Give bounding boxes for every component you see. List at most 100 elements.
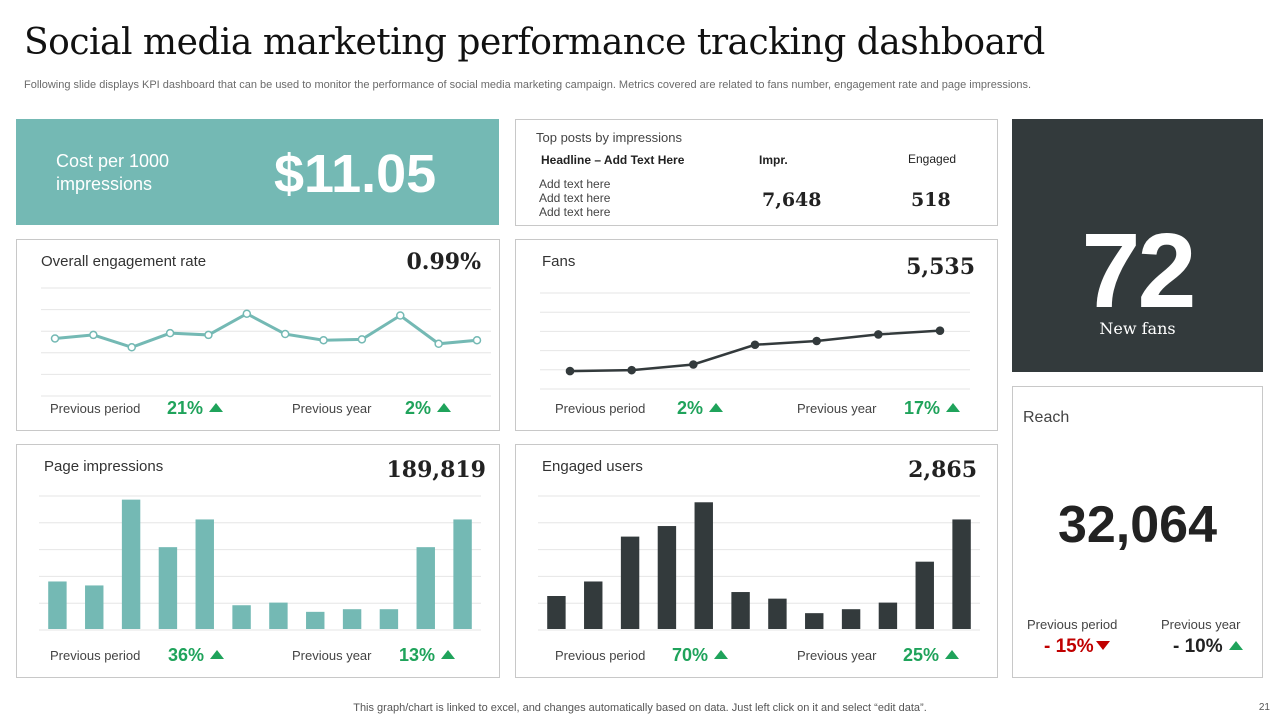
bar bbox=[731, 592, 750, 629]
engaged-users-prev-year-value: 25% bbox=[903, 645, 960, 666]
fans-card: Fans 5,535 Previous period 2% Previous y… bbox=[515, 239, 998, 431]
reach-prev-period-text: - 15% bbox=[1044, 636, 1094, 657]
up-arrow-icon bbox=[209, 403, 224, 412]
reach-prev-year-text: - 10% bbox=[1173, 636, 1223, 657]
bar bbox=[306, 611, 325, 629]
engagement-title: Overall engagement rate bbox=[41, 253, 207, 270]
page-impressions-card: Page impressions 189,819 Previous period… bbox=[16, 444, 500, 678]
engaged-users-prev-year-label: Previous year bbox=[797, 648, 877, 663]
up-arrow-icon bbox=[945, 650, 960, 659]
fans-prev-year-label: Previous year bbox=[797, 401, 877, 416]
bar bbox=[952, 519, 971, 629]
data-point bbox=[242, 309, 252, 318]
engaged-users-value: 2,865 bbox=[908, 457, 977, 483]
bar bbox=[48, 581, 67, 629]
top-posts-impr-value: 7,648 bbox=[762, 189, 822, 211]
data-point bbox=[127, 343, 136, 352]
bar bbox=[85, 585, 104, 629]
up-arrow-icon bbox=[210, 650, 225, 659]
bar bbox=[269, 602, 288, 629]
page-impressions-prev-period-text: 36% bbox=[168, 645, 205, 665]
top-posts-engaged-header: Engaged bbox=[908, 152, 957, 166]
fans-title: Fans bbox=[542, 253, 576, 270]
bar bbox=[379, 609, 399, 629]
up-arrow-icon bbox=[441, 650, 456, 659]
data-point bbox=[874, 330, 883, 339]
data-point bbox=[750, 340, 760, 350]
bar bbox=[841, 609, 861, 629]
fans-prev-year-value: 17% bbox=[904, 398, 961, 419]
data-point bbox=[434, 339, 443, 349]
page-impressions-prev-period-value: 36% bbox=[168, 645, 225, 666]
top-posts-row: Add text here bbox=[539, 177, 611, 191]
page-impressions-prev-year-value: 13% bbox=[399, 645, 456, 666]
engagement-prev-year-value: 2% bbox=[405, 398, 452, 419]
data-point bbox=[280, 329, 290, 339]
bar bbox=[584, 581, 603, 629]
page-impressions-bar-chart[interactable] bbox=[39, 495, 481, 631]
engagement-line-chart[interactable] bbox=[41, 287, 491, 397]
data-point bbox=[204, 330, 213, 340]
engagement-card: Overall engagement rate 0.99% Previous p… bbox=[16, 239, 500, 431]
engagement-value: 0.99% bbox=[406, 249, 482, 275]
data-point bbox=[689, 360, 698, 369]
data-point bbox=[319, 335, 328, 345]
bar bbox=[694, 502, 713, 629]
top-posts-title: Top posts by impressions bbox=[536, 130, 682, 145]
reach-prev-year-value: - 10% bbox=[1173, 636, 1243, 658]
bar bbox=[768, 598, 787, 629]
up-arrow-icon bbox=[946, 403, 961, 412]
new-fans-value: 72 bbox=[1081, 212, 1197, 330]
engagement-prev-year-label: Previous year bbox=[292, 401, 372, 416]
bar bbox=[158, 547, 178, 629]
page-subtitle: Following slide displays KPI dashboard t… bbox=[24, 79, 1032, 91]
fans-prev-period-value: 2% bbox=[677, 398, 724, 419]
top-posts-row: Add text here bbox=[539, 205, 611, 219]
page-impressions-value: 189,819 bbox=[386, 457, 486, 483]
bar bbox=[878, 602, 898, 629]
engaged-users-prev-period-text: 70% bbox=[672, 645, 709, 665]
cpm-label: Cost per 1000 impressions bbox=[56, 151, 170, 194]
data-point bbox=[89, 330, 98, 340]
bar bbox=[547, 596, 566, 629]
fans-line-chart[interactable] bbox=[540, 292, 970, 390]
up-arrow-icon bbox=[714, 650, 729, 659]
bar bbox=[805, 613, 824, 629]
bar bbox=[657, 526, 677, 629]
top-posts-impr-header: Impr. bbox=[759, 153, 788, 167]
data-point bbox=[812, 336, 821, 346]
engaged-users-prev-period-label: Previous period bbox=[555, 648, 646, 663]
data-point bbox=[50, 334, 60, 343]
reach-prev-period-value: - 15% bbox=[1044, 636, 1110, 658]
engagement-prev-period-label: Previous period bbox=[50, 401, 141, 416]
engagement-prev-year-text: 2% bbox=[405, 398, 432, 418]
up-arrow-icon bbox=[437, 403, 452, 412]
cpm-card: Cost per 1000 impressions $11.05 bbox=[16, 119, 499, 225]
page-title: Social media marketing performance track… bbox=[24, 22, 1045, 63]
fans-prev-year-text: 17% bbox=[904, 398, 941, 418]
top-posts-card: Top posts by impressions Headline – Add … bbox=[515, 119, 998, 226]
bar bbox=[342, 609, 362, 629]
engaged-users-bar-chart[interactable] bbox=[538, 495, 980, 631]
data-point bbox=[357, 335, 367, 344]
fans-prev-period-text: 2% bbox=[677, 398, 704, 418]
page-impressions-prev-year-label: Previous year bbox=[292, 648, 372, 663]
reach-prev-period-label: Previous period bbox=[1027, 617, 1118, 632]
down-arrow-icon bbox=[1095, 641, 1110, 650]
series-line bbox=[54, 312, 478, 349]
bar bbox=[232, 605, 251, 629]
reach-title: Reach bbox=[1023, 409, 1070, 426]
cpm-value: $11.05 bbox=[274, 144, 437, 204]
footer-note: This graph/chart is linked to excel, and… bbox=[353, 702, 927, 714]
engagement-prev-period-value: 21% bbox=[167, 398, 224, 419]
bar bbox=[195, 519, 214, 629]
bar bbox=[121, 499, 141, 629]
bar bbox=[416, 547, 435, 629]
new-fans-card: 72 New fans bbox=[1012, 119, 1263, 372]
top-posts-headline-header: Headline – Add Text Here bbox=[541, 153, 685, 167]
data-point bbox=[165, 328, 175, 338]
reach-card: Reach 32,064 Previous period - 15% Previ… bbox=[1012, 386, 1263, 678]
engagement-prev-period-text: 21% bbox=[167, 398, 204, 418]
data-point bbox=[627, 365, 636, 375]
new-fans-label: New fans bbox=[1099, 319, 1176, 338]
